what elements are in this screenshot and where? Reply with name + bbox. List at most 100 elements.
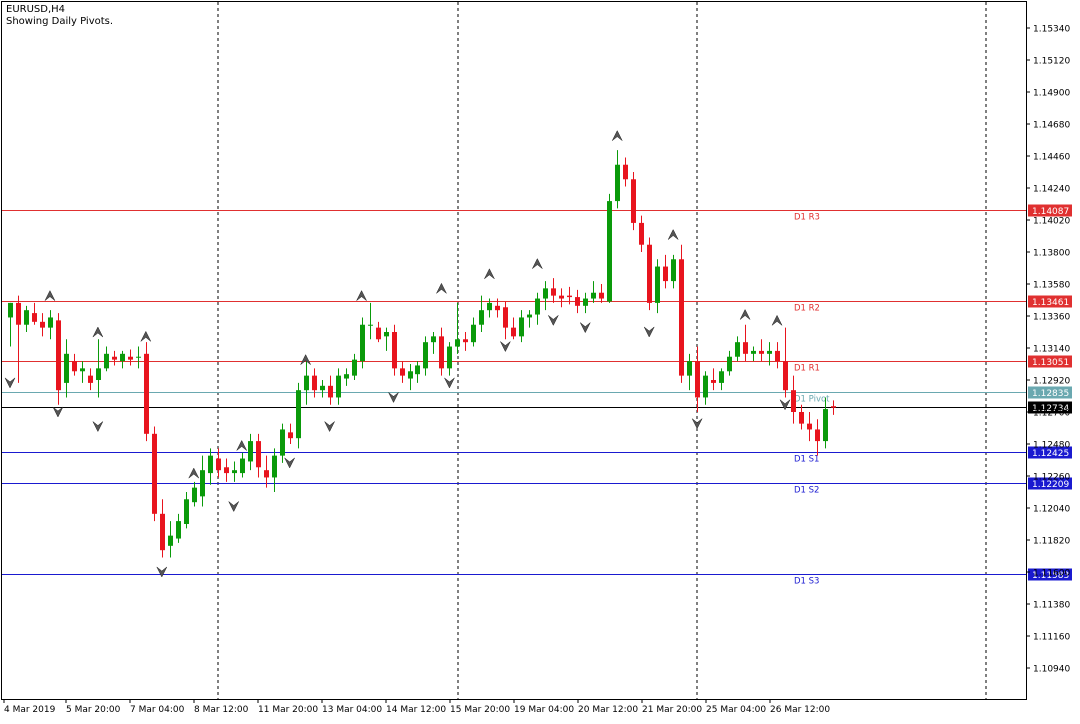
candle[interactable] (431, 332, 436, 354)
candle[interactable] (767, 342, 772, 366)
candle[interactable] (296, 382, 301, 449)
candle[interactable] (799, 404, 804, 430)
candle[interactable] (471, 317, 476, 347)
candle[interactable] (423, 336, 428, 376)
candle[interactable] (687, 353, 692, 391)
candle[interactable] (527, 310, 532, 328)
candle[interactable] (607, 193, 612, 303)
candle[interactable] (384, 327, 389, 351)
candle[interactable] (280, 423, 285, 463)
candle[interactable] (567, 286, 572, 305)
candle[interactable] (671, 254, 676, 289)
candle[interactable] (831, 400, 836, 415)
candle[interactable] (288, 423, 293, 444)
candle[interactable] (128, 349, 133, 366)
candle[interactable] (96, 339, 101, 398)
candle[interactable] (112, 350, 117, 366)
candle[interactable] (815, 419, 820, 456)
candle[interactable] (735, 336, 740, 362)
candle[interactable] (248, 433, 253, 471)
candle[interactable] (583, 292, 588, 314)
candle[interactable] (208, 448, 213, 485)
candle[interactable] (519, 310, 524, 343)
candle[interactable] (392, 324, 397, 376)
candle[interactable] (439, 327, 444, 376)
candle[interactable] (479, 295, 484, 332)
candle[interactable] (64, 339, 69, 398)
candle[interactable] (216, 448, 221, 478)
candle[interactable] (184, 492, 189, 529)
candle[interactable] (400, 361, 405, 383)
candle[interactable] (376, 321, 381, 343)
candle[interactable] (256, 433, 261, 478)
candle[interactable] (8, 302, 13, 347)
candle[interactable] (88, 368, 93, 391)
candle[interactable] (535, 292, 540, 325)
candle[interactable] (272, 448, 277, 492)
candle[interactable] (695, 346, 700, 412)
candle[interactable] (703, 371, 708, 405)
candle[interactable] (711, 368, 716, 391)
candle[interactable] (575, 289, 580, 314)
candle[interactable] (775, 342, 780, 369)
candles[interactable] (8, 150, 836, 558)
candle[interactable] (40, 313, 45, 337)
candle[interactable] (559, 288, 564, 308)
candle[interactable] (352, 353, 357, 380)
candle[interactable] (24, 305, 29, 332)
candle[interactable] (48, 310, 53, 340)
candle[interactable] (320, 380, 325, 398)
candle[interactable] (719, 368, 724, 391)
candle[interactable] (360, 317, 365, 369)
candle[interactable] (791, 375, 796, 424)
time-axis[interactable]: 4 Mar 2019 5 Mar 20:00 7 Mar 04:00 8 Mar 12… (3, 699, 830, 715)
candle[interactable] (415, 361, 420, 383)
candle[interactable] (663, 254, 668, 289)
candle[interactable] (104, 346, 109, 372)
candle[interactable] (679, 244, 684, 383)
candle[interactable] (447, 342, 452, 376)
candle[interactable] (759, 339, 764, 362)
candle[interactable] (312, 368, 317, 398)
candle[interactable] (176, 513, 181, 543)
candle[interactable] (224, 458, 229, 482)
candle[interactable] (344, 368, 349, 386)
candle[interactable] (232, 461, 237, 482)
candle[interactable] (639, 215, 644, 252)
candle[interactable] (751, 346, 756, 362)
candle[interactable] (264, 455, 269, 488)
candle[interactable] (503, 301, 508, 340)
candle[interactable] (463, 332, 468, 351)
candle[interactable] (807, 412, 812, 442)
candle[interactable] (80, 361, 85, 383)
candle[interactable] (168, 521, 173, 558)
candle[interactable] (615, 150, 620, 209)
candle[interactable] (599, 284, 604, 303)
candle[interactable] (72, 353, 77, 376)
candle[interactable] (16, 295, 21, 383)
candle[interactable] (328, 375, 333, 405)
candle[interactable] (551, 278, 556, 303)
candle[interactable] (511, 317, 516, 340)
candle[interactable] (647, 237, 652, 311)
candle[interactable] (655, 259, 660, 314)
price-axis[interactable]: 1.14087 1.13461 1.13051 1.12835 1.12425 1.122… (1026, 25, 1072, 675)
candle[interactable] (631, 172, 636, 231)
candle[interactable] (408, 364, 413, 391)
candle[interactable] (336, 368, 341, 405)
candle[interactable] (32, 302, 37, 325)
candle[interactable] (136, 346, 141, 369)
candle[interactable] (200, 455, 205, 507)
candle[interactable] (623, 157, 628, 187)
candle[interactable] (783, 327, 788, 398)
candle[interactable] (192, 481, 197, 507)
candle[interactable] (455, 302, 460, 354)
candle[interactable] (495, 298, 500, 318)
candle[interactable] (304, 361, 309, 405)
candle[interactable] (120, 350, 125, 369)
candle[interactable] (368, 302, 373, 340)
candle[interactable] (591, 281, 596, 303)
candle[interactable] (543, 281, 548, 311)
candle[interactable] (727, 350, 732, 376)
